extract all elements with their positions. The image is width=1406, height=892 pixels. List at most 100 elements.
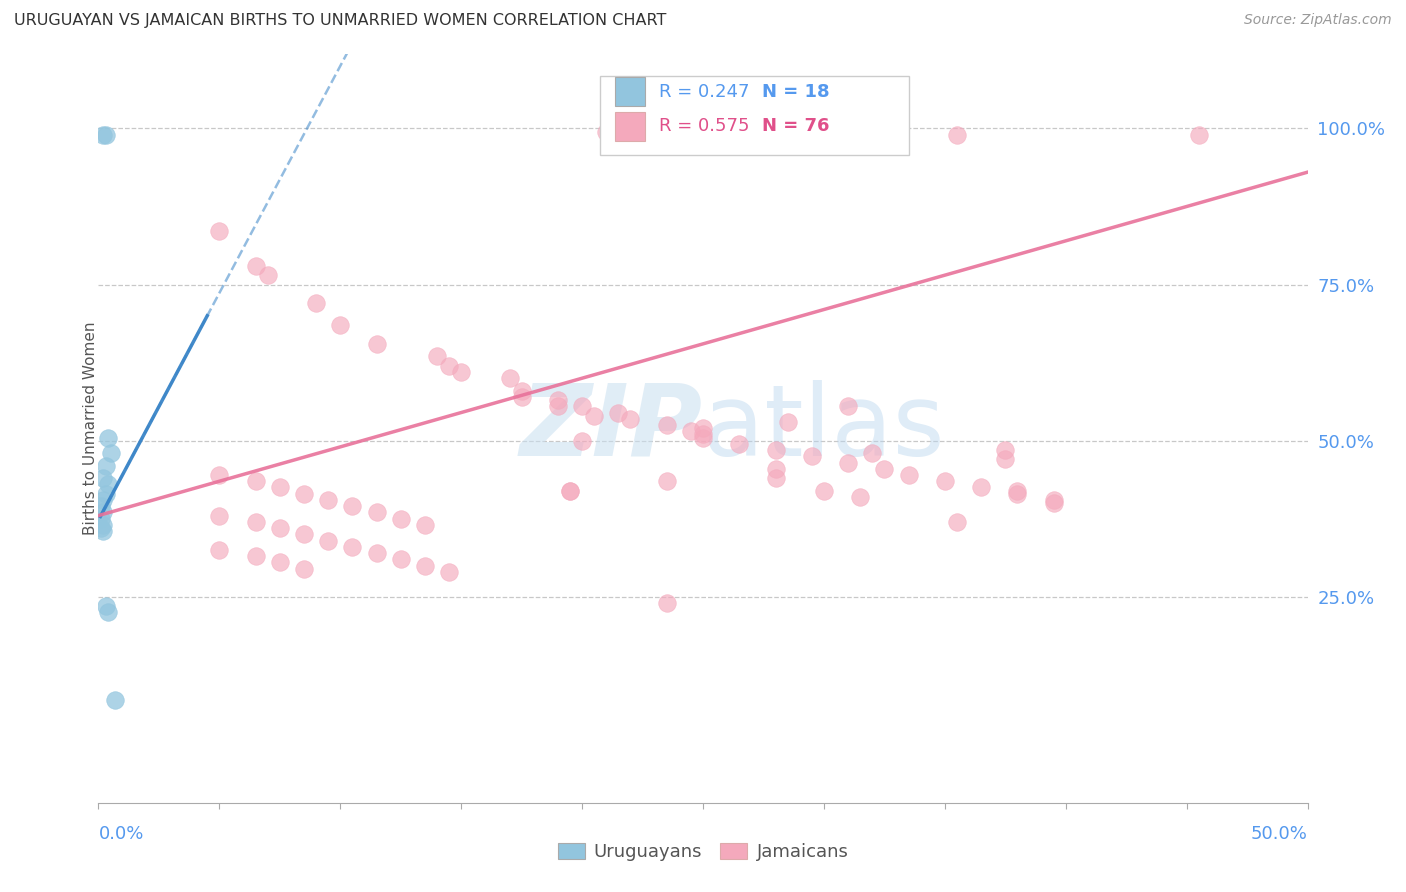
Point	[776, 415, 799, 429]
Point	[692, 421, 714, 435]
FancyBboxPatch shape	[600, 76, 908, 154]
Text: N = 76: N = 76	[762, 117, 830, 136]
Point	[1042, 496, 1064, 510]
Point	[571, 434, 593, 448]
Point	[1007, 483, 1029, 498]
Point	[946, 515, 969, 529]
Point	[595, 124, 617, 138]
Point	[813, 483, 835, 498]
Point	[91, 471, 114, 485]
Point	[90, 500, 112, 514]
Text: 0.0%: 0.0%	[98, 824, 143, 843]
Point	[426, 350, 449, 364]
Point	[316, 533, 339, 548]
Point	[104, 692, 127, 706]
Legend: Uruguayans, Jamaicans: Uruguayans, Jamaicans	[551, 836, 855, 869]
Point	[316, 492, 339, 507]
Point	[970, 480, 993, 494]
Point	[692, 427, 714, 442]
Point	[450, 365, 472, 379]
Point	[91, 128, 114, 142]
Point	[94, 487, 117, 501]
Point	[619, 412, 641, 426]
Point	[329, 318, 352, 333]
Point	[837, 455, 859, 469]
Point	[837, 400, 859, 414]
Point	[510, 384, 533, 398]
Point	[91, 505, 114, 519]
Point	[765, 443, 787, 457]
Point	[94, 458, 117, 473]
Point	[342, 540, 364, 554]
Point	[305, 296, 328, 310]
Point	[946, 128, 969, 142]
Point	[498, 371, 520, 385]
Point	[97, 477, 120, 491]
Point	[97, 431, 120, 445]
Point	[510, 390, 533, 404]
Point	[860, 446, 883, 460]
Point	[994, 443, 1017, 457]
Point	[607, 405, 630, 420]
Point	[91, 524, 114, 539]
Point	[245, 549, 267, 564]
Point	[208, 225, 231, 239]
Point	[1007, 487, 1029, 501]
Point	[413, 558, 436, 573]
Point	[94, 128, 117, 142]
Point	[256, 268, 278, 282]
Text: Source: ZipAtlas.com: Source: ZipAtlas.com	[1244, 13, 1392, 28]
Point	[547, 400, 569, 414]
Point	[208, 467, 231, 482]
Point	[342, 500, 364, 514]
Point	[413, 517, 436, 532]
Point	[1188, 128, 1211, 142]
Text: atlas: atlas	[703, 380, 945, 476]
Point	[208, 508, 231, 523]
Point	[292, 527, 315, 541]
Point	[934, 475, 956, 489]
Point	[366, 505, 388, 519]
Point	[91, 492, 114, 507]
Point	[292, 562, 315, 576]
Point	[389, 552, 412, 566]
Point	[100, 446, 122, 460]
Text: R = 0.247: R = 0.247	[659, 83, 749, 101]
Point	[245, 475, 267, 489]
Point	[437, 565, 460, 579]
Point	[366, 546, 388, 560]
Point	[655, 475, 678, 489]
Text: 50.0%: 50.0%	[1251, 824, 1308, 843]
Point	[90, 512, 112, 526]
Point	[655, 596, 678, 610]
Point	[849, 490, 872, 504]
Point	[692, 431, 714, 445]
Point	[994, 452, 1017, 467]
Point	[292, 487, 315, 501]
Point	[679, 425, 702, 439]
Point	[269, 521, 291, 535]
Text: R = 0.575: R = 0.575	[659, 117, 749, 136]
Point	[583, 409, 606, 423]
Point	[765, 462, 787, 476]
Point	[269, 480, 291, 494]
Point	[558, 483, 581, 498]
Text: URUGUAYAN VS JAMAICAN BIRTHS TO UNMARRIED WOMEN CORRELATION CHART: URUGUAYAN VS JAMAICAN BIRTHS TO UNMARRIE…	[14, 13, 666, 29]
Point	[437, 359, 460, 373]
Point	[389, 512, 412, 526]
Y-axis label: Births to Unmarried Women: Births to Unmarried Women	[83, 321, 97, 535]
Text: ZIP: ZIP	[520, 380, 703, 476]
Point	[245, 259, 267, 273]
Point	[94, 599, 117, 614]
Point	[800, 450, 823, 464]
FancyBboxPatch shape	[614, 112, 645, 141]
Text: N = 18: N = 18	[762, 83, 830, 101]
Point	[366, 336, 388, 351]
Point	[547, 393, 569, 408]
Point	[208, 542, 231, 557]
Point	[655, 417, 678, 433]
Point	[571, 400, 593, 414]
Point	[245, 515, 267, 529]
Point	[91, 517, 114, 532]
FancyBboxPatch shape	[614, 78, 645, 106]
